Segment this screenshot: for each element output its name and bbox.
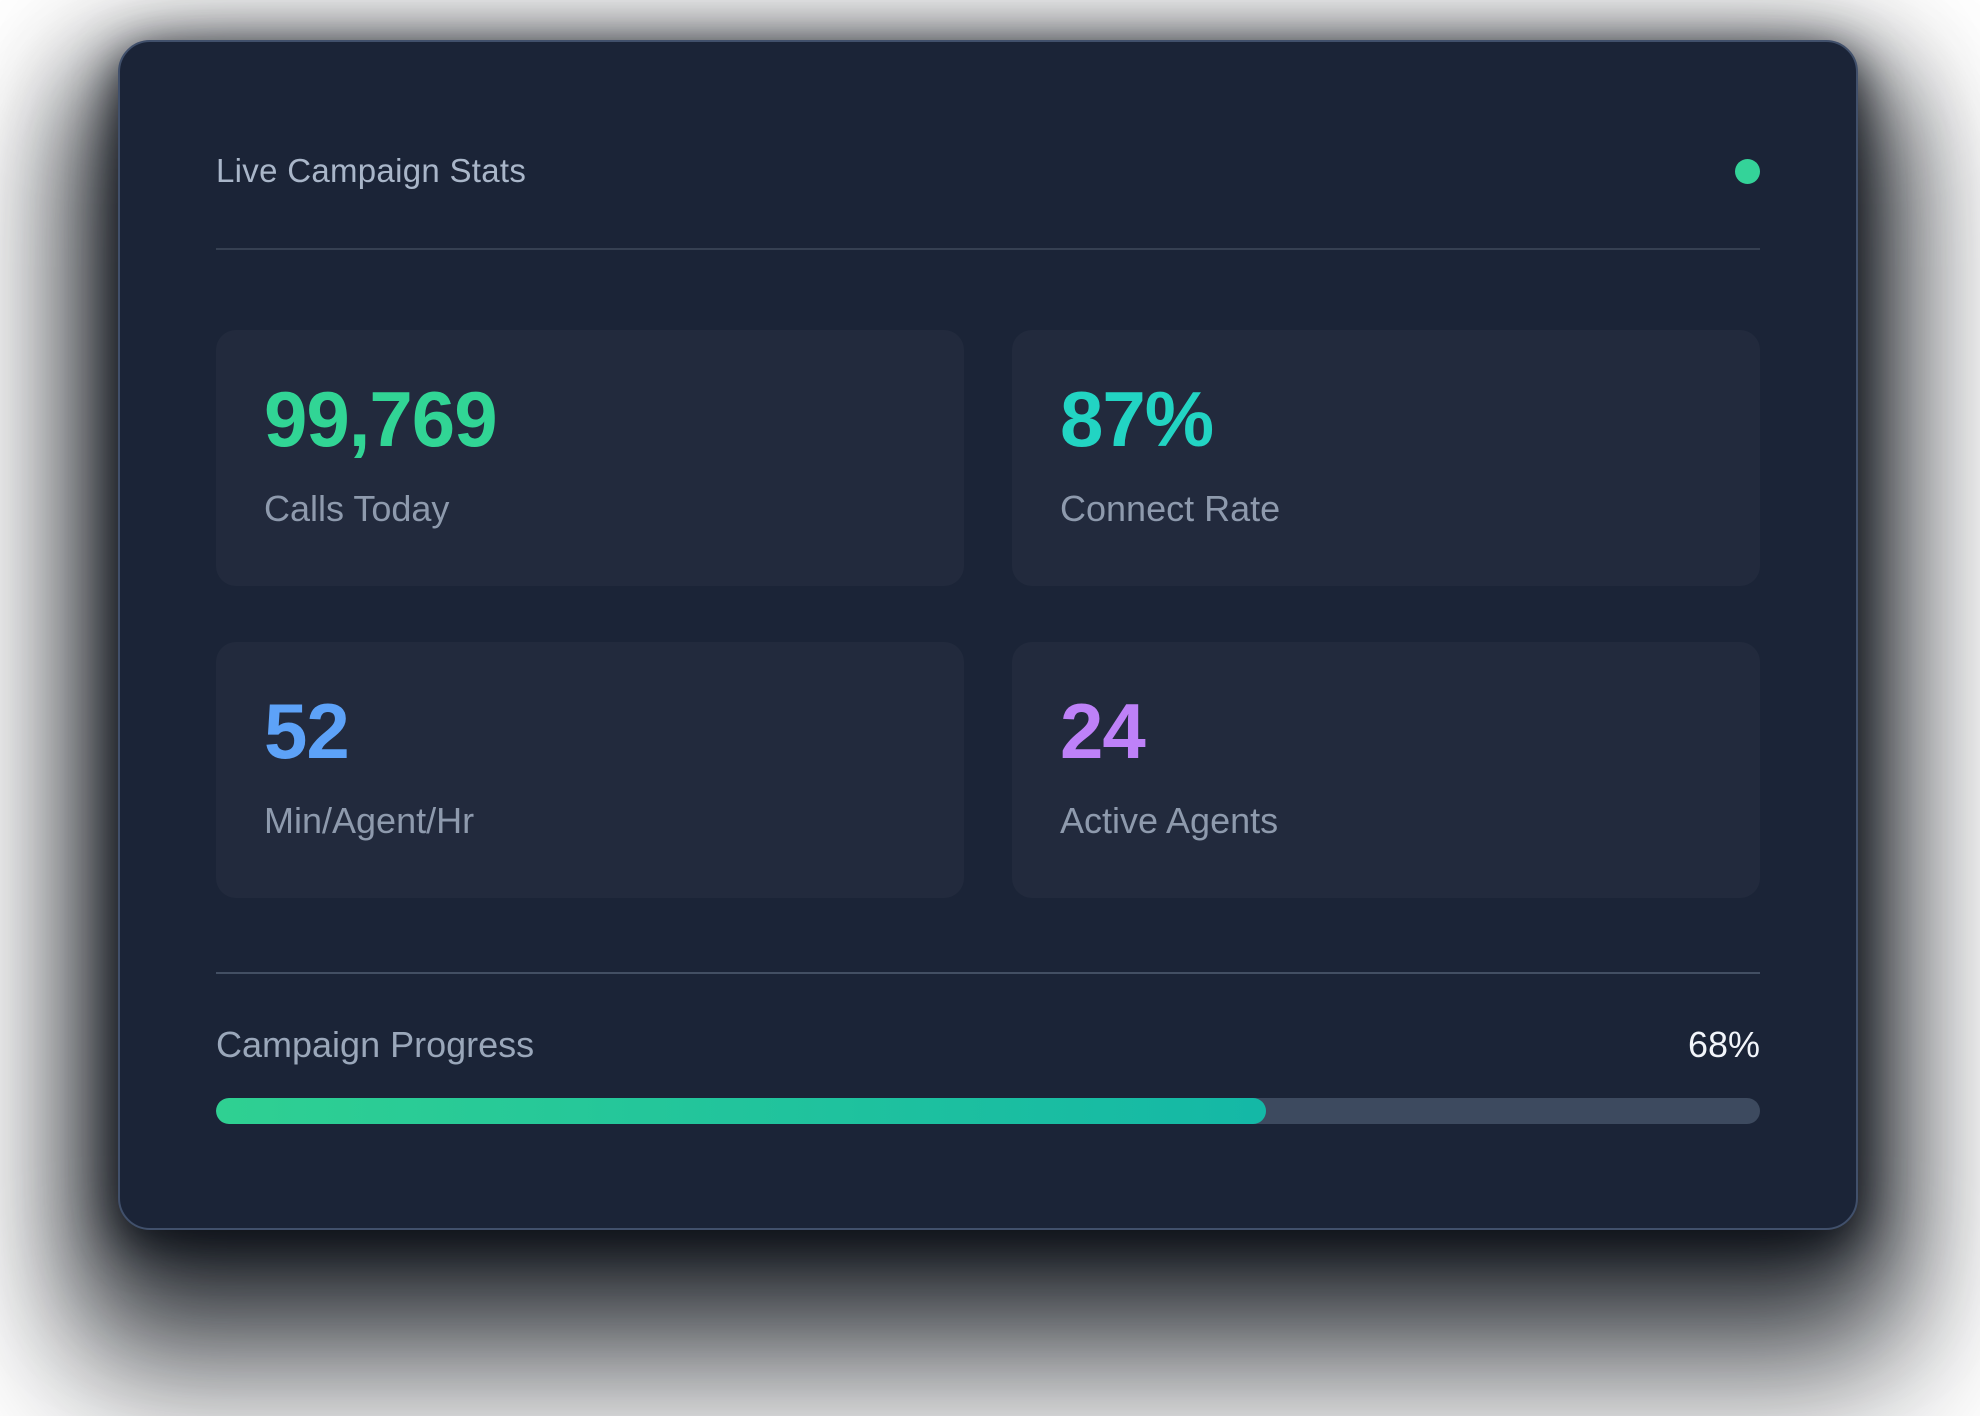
connect-rate-label: Connect Rate xyxy=(1060,488,1281,529)
connect-rate-value: 87% xyxy=(1060,375,1214,463)
live-campaign-stats-card: Live Campaign Stats 99,769 Calls Today 8… xyxy=(118,40,1858,1230)
stat-tile-calls-today: 99,769 Calls Today xyxy=(216,330,964,586)
stat-tile-connect-rate: 87% Connect Rate xyxy=(1012,330,1760,586)
header-divider xyxy=(216,248,1760,250)
progress-header: Campaign Progress 68% xyxy=(216,1024,1760,1066)
card-header: Live Campaign Stats xyxy=(216,148,1760,194)
campaign-progress-percent: 68% xyxy=(1687,1024,1760,1065)
live-status-dot-icon xyxy=(1735,158,1760,184)
calls-today-label: Calls Today xyxy=(264,488,450,529)
card-title: Live Campaign Stats xyxy=(216,152,527,189)
min-agent-hr-label: Min/Agent/Hr xyxy=(264,800,475,841)
stat-tile-min-agent-hr: 52 Min/Agent/Hr xyxy=(216,642,964,898)
campaign-progress-track xyxy=(216,1098,1760,1124)
calls-today-value: 99,769 xyxy=(264,375,498,463)
campaign-progress-fill xyxy=(216,1098,1266,1124)
active-agents-value: 24 xyxy=(1060,687,1146,775)
min-agent-hr-value: 52 xyxy=(264,687,350,775)
stat-tile-active-agents: 24 Active Agents xyxy=(1012,642,1760,898)
active-agents-label: Active Agents xyxy=(1060,800,1279,841)
stats-grid: 99,769 Calls Today 87% Connect Rate 52 M… xyxy=(216,330,1760,898)
campaign-progress-label: Campaign Progress xyxy=(216,1024,535,1065)
progress-divider xyxy=(216,972,1760,974)
